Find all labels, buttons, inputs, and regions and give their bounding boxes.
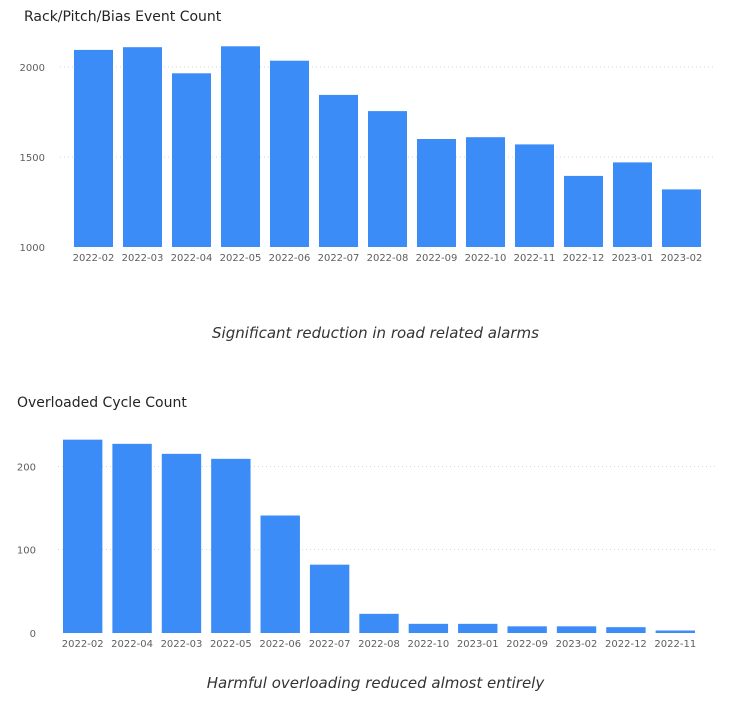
chart-1-caption: Significant reduction in road related al… bbox=[212, 324, 539, 342]
x-tick-label: 2022-08 bbox=[358, 639, 400, 650]
x-tick-label: 2023-02 bbox=[661, 253, 703, 264]
x-tick-label: 2023-01 bbox=[612, 253, 654, 264]
bar-2022-04[interactable] bbox=[112, 443, 152, 633]
bar-2022-09[interactable] bbox=[507, 626, 547, 633]
chart-1-bar-chart: 1000 1500 2000 2022-02 2022-03 2022-04 2022-05… bbox=[20, 46, 716, 264]
x-tick-label: 2022-12 bbox=[605, 639, 647, 650]
chart-2-title: Overloaded Cycle Count bbox=[17, 395, 187, 411]
y-tick-label: 0 bbox=[30, 629, 36, 640]
bar-2022-05[interactable] bbox=[211, 458, 251, 633]
bar-2023-02[interactable] bbox=[662, 189, 701, 247]
y-tick-label: 100 bbox=[17, 546, 36, 557]
bar-2022-06[interactable] bbox=[260, 515, 300, 634]
x-tick-label: 2022-05 bbox=[210, 639, 252, 650]
bar-2022-05[interactable] bbox=[221, 46, 260, 247]
bar-2022-10[interactable] bbox=[408, 623, 449, 633]
x-tick-label: 2022-10 bbox=[465, 253, 507, 264]
x-tick-label: 2022-08 bbox=[367, 253, 409, 264]
x-tick-label: 2022-11 bbox=[514, 253, 556, 264]
bar-2022-08[interactable] bbox=[359, 613, 399, 633]
x-tick-label: 2022-03 bbox=[161, 639, 203, 650]
chart-1-title: Rack/Pitch/Bias Event Count bbox=[24, 9, 222, 25]
x-tick-label: 2022-09 bbox=[506, 639, 548, 650]
x-tick-label: 2022-07 bbox=[309, 639, 351, 650]
x-tick-label: 2022-05 bbox=[220, 253, 262, 264]
chart-2-bar-chart: 0 100 200 2022-02 2022-04 2022-03 2022-05 2022-… bbox=[17, 439, 716, 650]
x-tick-label: 2022-11 bbox=[654, 639, 696, 650]
bar-2023-02[interactable] bbox=[556, 626, 597, 633]
bar-2022-07[interactable] bbox=[309, 564, 350, 633]
bar-2022-06[interactable] bbox=[270, 60, 309, 248]
bar-2022-12[interactable] bbox=[564, 175, 603, 247]
x-tick-label: 2022-04 bbox=[171, 253, 213, 264]
y-tick-label: 200 bbox=[17, 462, 36, 473]
bar-2022-12[interactable] bbox=[606, 627, 646, 633]
y-tick-label: 2000 bbox=[20, 63, 45, 74]
chart-2-caption: Harmful overloading reduced almost entir… bbox=[206, 674, 545, 692]
x-tick-label: 2022-06 bbox=[259, 639, 301, 650]
y-tick-label: 1500 bbox=[20, 153, 45, 164]
bar-2022-08[interactable] bbox=[368, 111, 407, 247]
x-tick-label: 2022-03 bbox=[122, 253, 164, 264]
bar-2023-01[interactable] bbox=[613, 162, 652, 247]
x-tick-label: 2022-06 bbox=[269, 253, 311, 264]
bar-2022-07[interactable] bbox=[319, 94, 358, 248]
bar-2022-03[interactable] bbox=[161, 453, 202, 633]
x-tick-label: 2022-09 bbox=[416, 253, 458, 264]
bar-2022-10[interactable] bbox=[466, 137, 505, 247]
x-tick-label: 2023-02 bbox=[556, 639, 598, 650]
bar-2022-11[interactable] bbox=[515, 144, 554, 247]
x-tick-label: 2022-04 bbox=[111, 639, 153, 650]
x-tick-label: 2023-01 bbox=[457, 639, 499, 650]
bar-2022-02[interactable] bbox=[63, 439, 103, 633]
y-tick-label: 1000 bbox=[20, 243, 45, 254]
x-tick-label: 2022-12 bbox=[563, 253, 605, 264]
x-tick-label: 2022-10 bbox=[407, 639, 449, 650]
bar-2023-01[interactable] bbox=[458, 623, 498, 633]
x-tick-label: 2022-02 bbox=[62, 639, 104, 650]
bar-2022-02[interactable] bbox=[74, 49, 113, 248]
x-tick-label: 2022-07 bbox=[318, 253, 360, 264]
bar-2022-09[interactable] bbox=[417, 139, 456, 247]
x-tick-label: 2022-02 bbox=[73, 253, 115, 264]
bar-2022-11[interactable] bbox=[655, 630, 695, 634]
bar-2022-03[interactable] bbox=[123, 47, 162, 248]
bar-2022-04[interactable] bbox=[172, 73, 211, 247]
